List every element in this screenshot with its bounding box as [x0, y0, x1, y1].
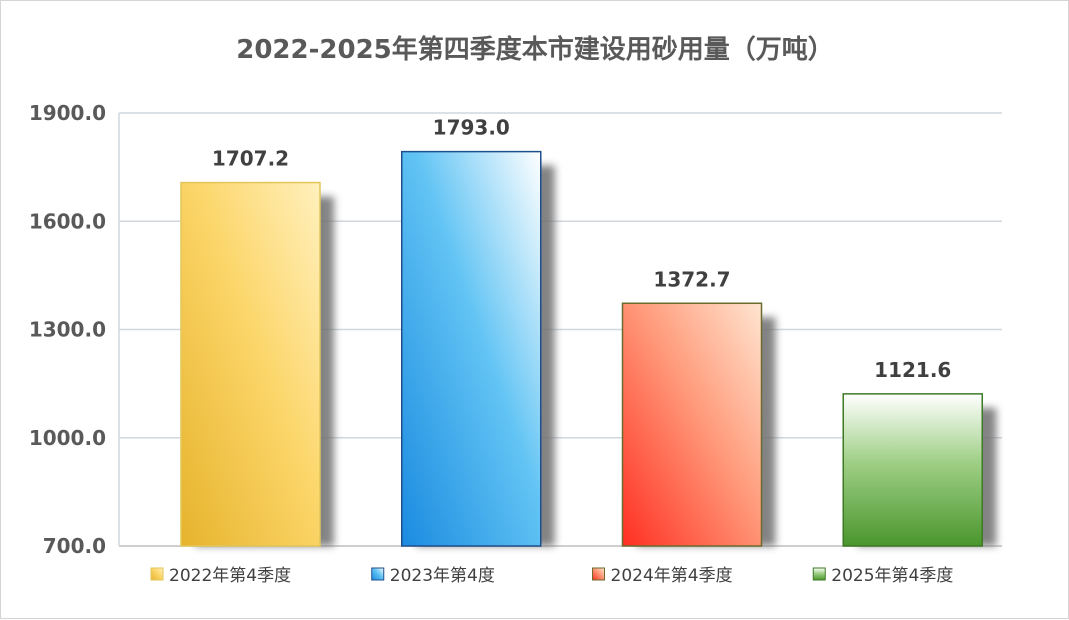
bar	[842, 393, 983, 547]
data-label: 1793.0	[433, 116, 510, 140]
bar	[180, 181, 321, 547]
data-label: 1707.2	[212, 147, 289, 171]
y-tick-label: 1900.0	[29, 101, 106, 125]
category-label: 2022年第4季度	[169, 566, 291, 586]
data-labels: 1707.2 1793.0 1372.7 1121.6	[212, 116, 951, 382]
legend-swatch	[812, 567, 826, 581]
legend-swatch	[150, 567, 164, 581]
y-tick-label: 1600.0	[29, 209, 106, 233]
category-label: 2025年第4季度	[831, 566, 953, 586]
bar	[401, 150, 542, 547]
y-tick-label: 1000.0	[29, 426, 106, 450]
legend-swatch	[371, 567, 385, 581]
legend-swatch	[592, 567, 605, 581]
y-tick-label: 700.0	[43, 534, 106, 558]
bars	[180, 150, 983, 547]
category-label: 2024年第4季度	[611, 566, 733, 586]
y-axis: 700.0 1000.0 1300.0 1600.0 1900.0	[29, 101, 120, 558]
category-label: 2023年第4度	[390, 566, 495, 586]
chart-title: 2022-2025年第四季度本市建设用砂用量（万吨）	[236, 34, 834, 65]
data-label: 1372.7	[653, 267, 730, 291]
data-label: 1121.6	[874, 358, 951, 382]
bar	[621, 302, 763, 547]
y-tick-label: 1300.0	[29, 318, 106, 342]
category-legend: 2022年第4季度 2023年第4度 2024年第4季度 2025年第4季度	[150, 566, 953, 586]
